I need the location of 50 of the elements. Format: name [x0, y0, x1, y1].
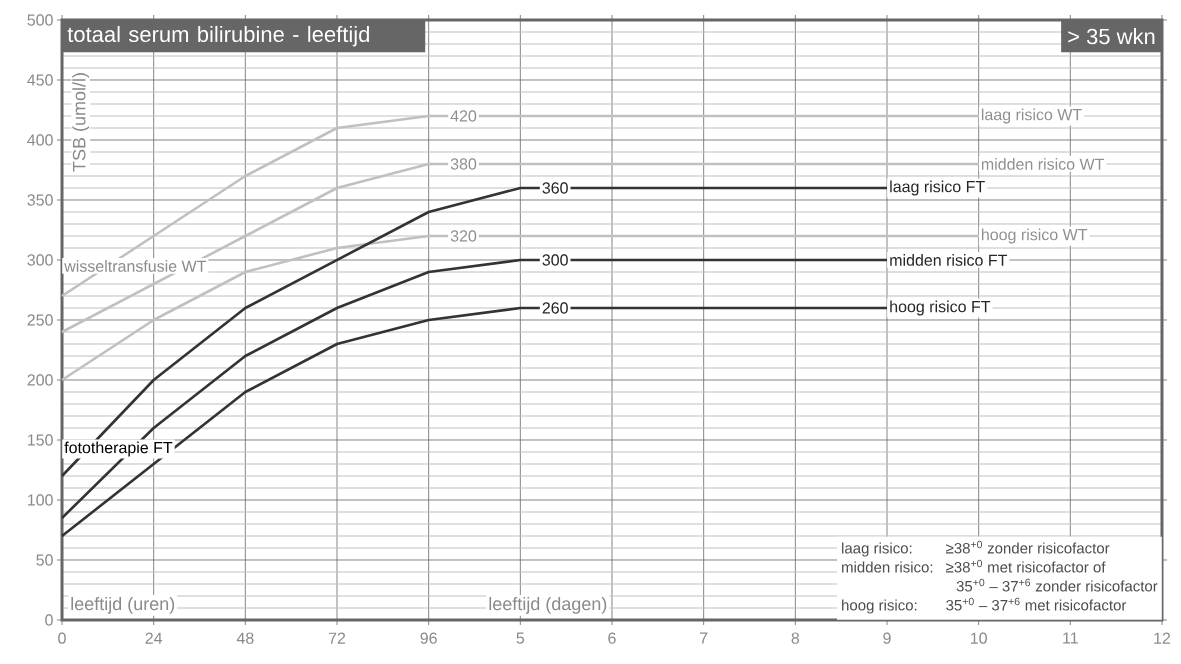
x-tick-label: 8: [791, 632, 800, 644]
y-tick-label: 100: [28, 494, 53, 506]
x-tick-label: 24: [145, 632, 163, 644]
annotation: 420: [450, 110, 477, 122]
annotation: ≥38$^{+0}$ zonder risicofactor: [946, 540, 1110, 554]
series-label: laag risico WT: [981, 108, 1082, 124]
y-tick-label: 450: [27, 74, 53, 86]
series-label: laag risico FT: [890, 180, 985, 196]
annotation: 260: [542, 302, 568, 314]
chart-subtitle: > 35 wkn: [1068, 28, 1155, 45]
annotation: laag risico:: [842, 542, 912, 557]
annotation: 320: [450, 230, 477, 242]
annotation: leeftijd (dagen): [489, 597, 607, 614]
annotation: wisseltransfusie WT: [64, 260, 207, 272]
annotation: 360: [542, 182, 568, 194]
x-axis-title: leeftijd (uren): [71, 597, 175, 614]
annotation: hoog risico:: [842, 599, 917, 614]
x-tick-label: 72: [328, 632, 346, 644]
x-tick-label: 7: [700, 632, 708, 644]
y-tick-label: 300: [27, 254, 53, 266]
series-label: hoog risico FT: [890, 300, 991, 316]
chart-title: totaal serum bilirubine - leeftijd: [67, 25, 369, 47]
series-label: midden risico WT: [981, 158, 1105, 170]
annotation: 380: [450, 158, 477, 170]
x-tick-label: 96: [420, 632, 437, 644]
y-tick-label: 350: [27, 194, 53, 206]
x-tick-label: 10: [970, 632, 987, 644]
x-tick-label: 9: [883, 632, 891, 644]
y-tick-label: 50: [36, 554, 53, 566]
annotation: 35$^{+0}$ – 37$^{+6}$ met risicofactor: [946, 597, 1127, 611]
x-tick-label: 0: [58, 632, 66, 644]
y-tick-label: 500: [27, 14, 53, 26]
y-axis-title: TSB (umol/l): [72, 73, 90, 172]
annotation: fototherapie FT: [64, 441, 173, 457]
y-tick-label: 150: [28, 434, 53, 446]
y-tick-label: 250: [27, 314, 53, 326]
annotation: 300: [542, 254, 568, 266]
series-label: hoog risico WT: [981, 228, 1088, 244]
x-tick-label: 48: [236, 632, 254, 644]
x-tick-label: 6: [608, 632, 616, 644]
x-tick-label: 12: [1154, 632, 1171, 644]
y-tick-label: 0: [45, 614, 53, 626]
y-tick-label: 400: [27, 134, 53, 146]
x-tick-label: 5: [516, 632, 525, 644]
annotation: ≥38$^{+0}$ met risicofactor of: [946, 559, 1106, 573]
y-tick-label: 200: [27, 374, 53, 386]
annotation: 35$^{+0}$ – 37$^{+6}$ zonder risicofactor: [956, 578, 1158, 592]
series-label: midden risico FT: [890, 254, 1008, 266]
annotation: midden risico:: [842, 561, 933, 573]
x-tick-label: 11: [1063, 632, 1078, 644]
